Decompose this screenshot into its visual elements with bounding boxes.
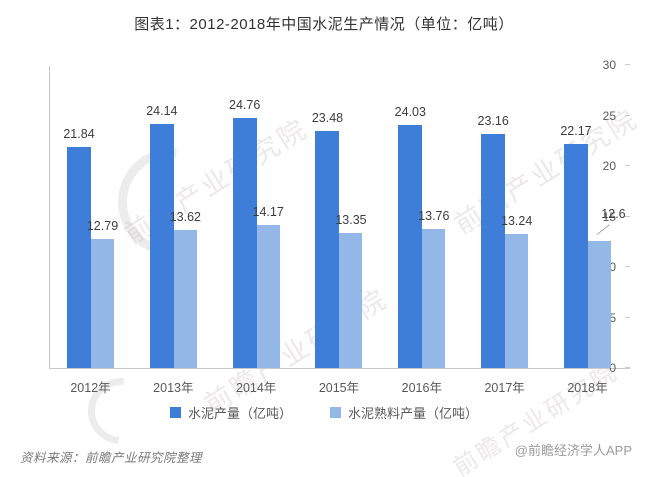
bar-slot: 14.17 [253, 205, 284, 368]
x-axis-label: 2017年 [484, 381, 525, 395]
y-tick-mark [625, 316, 630, 318]
bar-group-2015年: 23.48 13.35 2015年 [312, 111, 367, 395]
x-axis-label: 2013年 [153, 381, 194, 395]
bar-水泥产量（亿吨）-2012年 [67, 147, 91, 368]
bar-value-label: 23.16 [477, 114, 509, 128]
bar-水泥熟料产量（亿吨）-2017年 [505, 234, 529, 368]
bar-value-label: 12.79 [86, 219, 119, 233]
bar-slot: 23.16 [478, 114, 509, 368]
y-tick-mark [625, 215, 630, 217]
bar-value-label: 21.84 [63, 127, 95, 141]
bar-slot: 24.03 [395, 105, 426, 368]
y-tick-mark [625, 64, 630, 65]
bar-水泥产量（亿吨）-2017年 [481, 134, 506, 368]
y-tick-label: 0 [609, 361, 616, 375]
bar-group-2013年: 24.14 13.62 2013年 [146, 104, 201, 395]
legend-swatch-cement [169, 407, 181, 418]
bar-slot: 22.17 [560, 124, 592, 368]
bar-slot: 13.35 [335, 213, 367, 368]
x-axis-label: 2016年 [401, 381, 442, 395]
bar-slot: 13.76 [418, 209, 449, 368]
legend-label-cement: 水泥产量（亿吨） [187, 406, 292, 421]
x-axis-label: 2014年 [236, 381, 277, 395]
bar-value-label: 13.62 [169, 210, 201, 224]
bar-value-label: 23.48 [311, 111, 344, 125]
bar-group-2016年: 24.03 13.76 2016年 [395, 105, 450, 395]
y-tick-label: 5 [609, 310, 616, 325]
bar-value-label: 12.6 [601, 207, 626, 221]
bar-value-label: 13.35 [335, 213, 367, 227]
x-axis-label: 2018年 [567, 381, 608, 395]
plot-area: 051015202530 21.8412.792012年24.1413.6220… [49, 58, 630, 395]
bar-value-label: 13.24 [501, 214, 533, 228]
bar-value-label: 22.17 [560, 124, 592, 138]
bar-slot: 21.84 [63, 127, 95, 368]
bar-group-2014年: 24.76 14.17 2014年 [229, 98, 284, 395]
y-tick-mark [625, 367, 630, 368]
legend-item-cement: 水泥产量（亿吨） [169, 403, 292, 422]
bar-group-2012年: 21.84 12.79 2012年 [63, 127, 118, 395]
bar-slot: 24.14 [146, 104, 177, 368]
bar-group-2017年: 23.16 13.24 2017年 [478, 114, 533, 395]
x-axis-label: 2012年 [70, 381, 111, 395]
bar-水泥熟料产量（亿吨）-2015年 [339, 233, 363, 368]
legend-item-clinker: 水泥熟料产量（亿吨） [330, 403, 478, 422]
bar-水泥熟料产量（亿吨）-2014年 [256, 225, 280, 368]
y-tick-label: 20 [602, 159, 616, 173]
y-tick-label: 30 [602, 58, 616, 72]
source-note: 资料来源：前瞻产业研究院整理 [20, 451, 203, 465]
y-tick-mark [625, 114, 630, 116]
bar-水泥熟料产量（亿吨）-2016年 [422, 229, 446, 368]
bar-水泥产量（亿吨）-2018年 [563, 144, 588, 368]
credit-note: @前瞻经济学人APP [514, 443, 632, 458]
bar-水泥熟料产量（亿吨）-2012年 [91, 239, 114, 368]
bar-value-label: 24.76 [229, 98, 261, 112]
bar-value-label: 24.14 [146, 104, 178, 118]
bar-slot: 13.24 [501, 214, 532, 368]
bar-水泥熟料产量（亿吨）-2013年 [173, 230, 197, 368]
bar-value-label: 14.17 [252, 205, 284, 219]
bar-slot: 24.76 [229, 98, 260, 368]
bar-value-label: 24.03 [394, 105, 426, 119]
bar-水泥熟料产量（亿吨）-2018年 [587, 241, 611, 368]
bar-水泥产量（亿吨）-2015年 [315, 131, 340, 368]
bar-groups: 21.84 12.79 2012年 24.14 13.62 2013年 24.76 14.17… [50, 66, 630, 395]
y-tick-mark [625, 266, 630, 267]
legend-label-clinker: 水泥熟料产量（亿吨） [348, 406, 479, 421]
y-tick-label: 25 [602, 108, 616, 123]
x-axis-label: 2015年 [318, 381, 360, 395]
y-tick-label: 15 [602, 209, 616, 224]
bar-slot: 12.79 [87, 219, 118, 368]
bar-slot: 23.48 [312, 111, 343, 368]
bar-group-2018年: 22.17 12.6 2018年 [560, 124, 626, 395]
bar-value-label: 13.76 [418, 209, 450, 223]
legend: 水泥产量（亿吨） 水泥熟料产量（亿吨） [0, 403, 648, 422]
bar-水泥产量（亿吨）-2013年 [149, 124, 174, 368]
bar-水泥产量（亿吨）-2014年 [232, 118, 257, 368]
legend-swatch-clinker [330, 407, 341, 418]
y-tick-mark [625, 165, 630, 166]
label-leader-line [596, 224, 611, 235]
bar-水泥产量（亿吨）-2016年 [398, 125, 423, 368]
bar-slot: 12.6 [587, 207, 626, 368]
bar-slot: 13.62 [170, 210, 201, 368]
chart-title: 图表1：2012-2018年中国水泥生产情况（单位：亿吨） [134, 16, 514, 33]
